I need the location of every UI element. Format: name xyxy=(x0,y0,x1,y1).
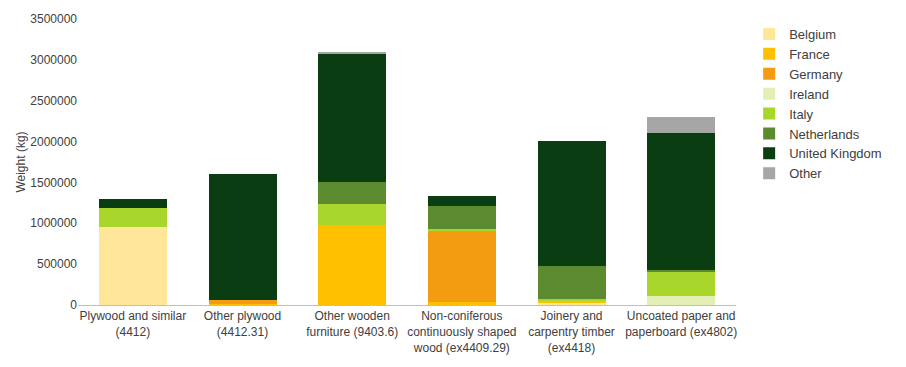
svg-text:1000000: 1000000 xyxy=(30,216,77,230)
svg-text:United Kingdom: United Kingdom xyxy=(789,146,882,161)
svg-text:2500000: 2500000 xyxy=(30,94,77,108)
svg-text:3000000: 3000000 xyxy=(30,53,77,67)
svg-text:Belgium: Belgium xyxy=(789,27,836,42)
svg-text:Weight (kg): Weight (kg) xyxy=(14,131,28,192)
svg-text:1500000: 1500000 xyxy=(30,176,77,190)
svg-text:Other woodenfurniture (9403.6): Other woodenfurniture (9403.6) xyxy=(306,309,398,339)
svg-text:2000000: 2000000 xyxy=(30,135,77,149)
svg-text:Netherlands: Netherlands xyxy=(789,127,860,142)
svg-text:500000: 500000 xyxy=(37,257,77,271)
svg-text:Germany: Germany xyxy=(789,67,843,82)
svg-text:Plywood and similar(4412): Plywood and similar(4412) xyxy=(79,309,186,339)
svg-text:Other plywood(4412.31): Other plywood(4412.31) xyxy=(204,309,281,339)
svg-text:Joinery andcarpentry timber(ex: Joinery andcarpentry timber(ex4418) xyxy=(528,309,615,354)
svg-text:0: 0 xyxy=(70,298,77,312)
svg-text:Non-coniferouscontinuously sha: Non-coniferouscontinuously shapedwood (e… xyxy=(407,309,516,354)
svg-text:Ireland: Ireland xyxy=(789,87,829,102)
svg-text:Uncoated paper andpaperboard (: Uncoated paper andpaperboard (ex4802) xyxy=(625,309,737,339)
svg-text:Italy: Italy xyxy=(789,107,813,122)
svg-text:Other: Other xyxy=(789,166,822,181)
svg-text:3500000: 3500000 xyxy=(30,12,77,26)
svg-text:France: France xyxy=(789,47,829,62)
